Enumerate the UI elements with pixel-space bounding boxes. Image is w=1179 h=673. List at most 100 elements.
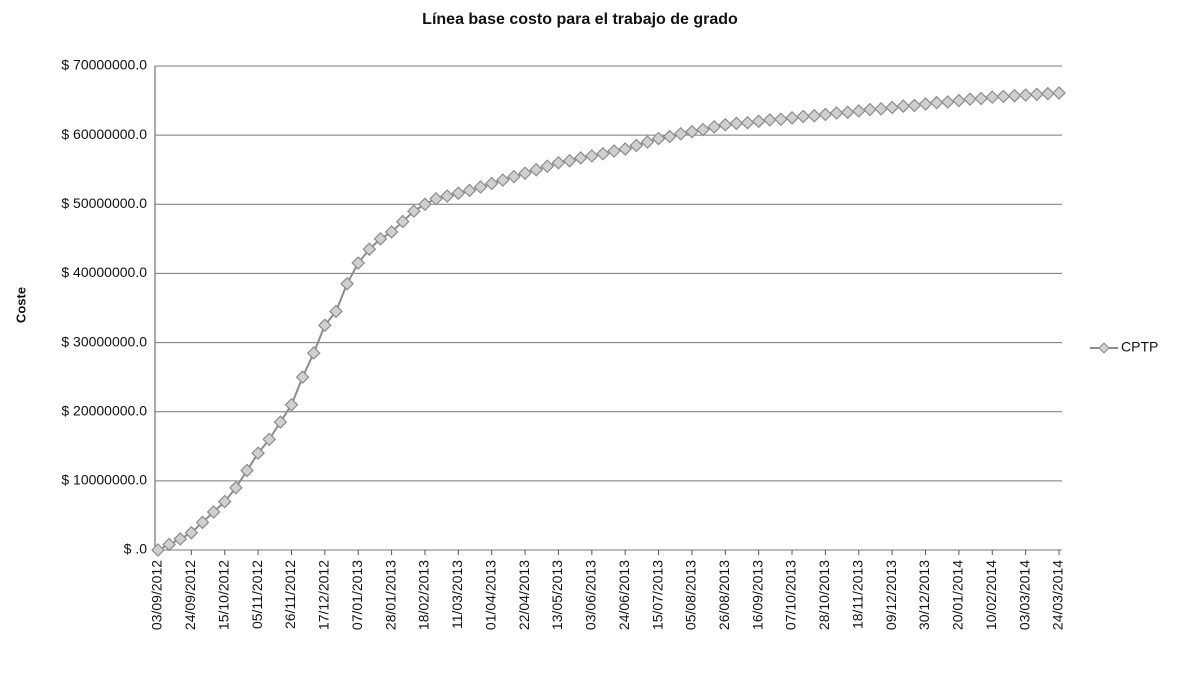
legend-marker <box>1098 342 1110 354</box>
x-tick-label: 11/03/2013 <box>449 560 465 629</box>
data-point <box>762 113 777 127</box>
data-point <box>863 102 877 117</box>
x-tick-label: 10/02/2014 <box>983 560 999 630</box>
data-point <box>952 93 966 108</box>
data-point <box>1041 86 1055 101</box>
data-point <box>985 90 1000 104</box>
data-point <box>807 108 822 123</box>
data-point <box>1029 87 1044 102</box>
data-point <box>340 276 354 291</box>
data-point <box>429 191 443 206</box>
data-point <box>306 346 321 360</box>
x-tick-label: 18/02/2013 <box>416 560 432 630</box>
data-point <box>974 91 988 106</box>
x-tick-label: 07/10/2013 <box>783 560 799 630</box>
x-tick-label: 15/07/2013 <box>649 560 665 630</box>
data-point <box>406 204 421 219</box>
data-point <box>729 116 744 131</box>
y-tick-label: $ 50000000.0 <box>61 195 147 211</box>
data-point <box>740 115 755 130</box>
data-point <box>273 415 288 429</box>
x-tick-label: 22/04/2013 <box>516 560 532 630</box>
x-tick-label: 24/06/2013 <box>616 560 632 630</box>
x-tick-label: 17/12/2012 <box>316 560 332 630</box>
data-point <box>707 119 722 134</box>
data-point <box>251 446 265 461</box>
data-point <box>774 112 788 127</box>
data-point <box>418 197 432 212</box>
data-point <box>1018 88 1033 102</box>
y-tick-label: $ 40000000.0 <box>61 264 147 280</box>
data-point <box>384 225 399 239</box>
data-point <box>473 180 488 194</box>
chart-title: Línea base costo para el trabajo de grad… <box>422 11 738 28</box>
data-point <box>373 232 388 246</box>
data-point <box>184 525 199 540</box>
x-tick-label: 03/03/2014 <box>1016 560 1032 630</box>
data-point <box>651 131 666 146</box>
data-point <box>796 109 811 124</box>
x-tick-label: 15/10/2012 <box>215 560 231 630</box>
data-point <box>484 176 499 191</box>
data-point <box>607 144 621 158</box>
x-tick-label: 01/04/2013 <box>482 560 498 630</box>
x-tick-label: 03/09/2012 <box>149 560 165 630</box>
data-point <box>551 155 566 170</box>
x-tick-label: 30/12/2013 <box>916 560 932 630</box>
data-point <box>562 153 577 168</box>
data-point <box>896 99 911 113</box>
data-point <box>907 98 922 113</box>
x-tick-label: 09/12/2013 <box>883 560 899 630</box>
data-point <box>885 100 899 115</box>
x-tick-label: 28/10/2013 <box>816 560 832 630</box>
data-point <box>495 173 510 187</box>
data-point <box>640 135 655 149</box>
y-tick-label: $ .0 <box>124 541 148 557</box>
data-point <box>829 106 844 120</box>
data-point <box>440 189 455 203</box>
data-point <box>1007 88 1022 103</box>
x-tick-label: 26/08/2013 <box>716 560 732 630</box>
data-point <box>362 242 377 257</box>
data-point <box>963 92 977 107</box>
y-tick-label: $ 10000000.0 <box>61 472 147 488</box>
x-tick-label: 20/01/2014 <box>950 560 966 630</box>
data-point <box>162 537 176 552</box>
data-point <box>351 256 366 270</box>
x-tick-label: 28/01/2013 <box>382 560 398 630</box>
data-point <box>696 122 710 137</box>
data-point <box>217 494 232 509</box>
data-point <box>229 480 243 495</box>
data-point <box>818 107 833 122</box>
data-point <box>395 214 410 229</box>
data-point <box>629 138 644 153</box>
data-point <box>507 169 521 184</box>
data-point <box>751 114 766 129</box>
data-point <box>151 543 165 557</box>
x-tick-label: 05/08/2013 <box>683 560 699 630</box>
data-point <box>295 370 310 384</box>
data-point <box>284 397 299 412</box>
data-point <box>318 318 332 333</box>
data-point <box>173 532 188 546</box>
data-point <box>206 505 221 519</box>
data-point <box>329 304 343 319</box>
data-point <box>940 95 955 109</box>
data-point <box>851 104 866 118</box>
data-point <box>584 149 599 163</box>
y-axis-label: Coste <box>13 287 28 323</box>
data-point <box>596 146 610 161</box>
data-point <box>785 111 799 125</box>
x-tick-label: 05/11/2012 <box>249 560 265 629</box>
data-point <box>462 183 477 198</box>
data-point <box>918 97 933 111</box>
data-point <box>685 124 699 139</box>
data-point <box>718 117 733 132</box>
data-point <box>195 515 210 530</box>
legend-label: CPTP <box>1121 339 1158 355</box>
series-line <box>157 91 1060 551</box>
x-tick-label: 24/03/2014 <box>1050 560 1066 630</box>
data-point <box>240 463 254 478</box>
data-point <box>673 126 688 141</box>
x-tick-label: 16/09/2013 <box>749 560 765 630</box>
